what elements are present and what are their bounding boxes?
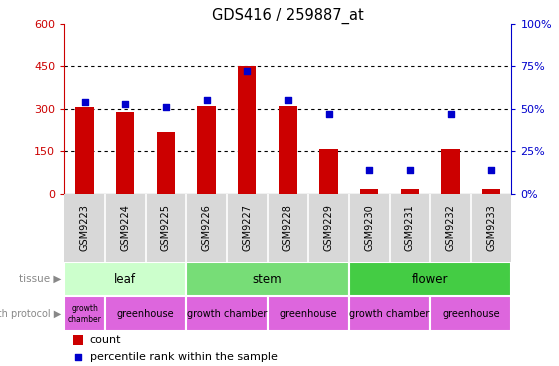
- Text: growth protocol ▶: growth protocol ▶: [0, 309, 61, 319]
- Text: growth chamber: growth chamber: [349, 309, 430, 319]
- Text: GSM9223: GSM9223: [79, 204, 89, 251]
- Text: greenhouse: greenhouse: [280, 309, 337, 319]
- Text: greenhouse: greenhouse: [442, 309, 500, 319]
- Text: growth
chamber: growth chamber: [68, 304, 102, 324]
- Point: [74, 354, 83, 360]
- Text: GSM9228: GSM9228: [283, 204, 293, 251]
- Bar: [73, 335, 83, 345]
- Point: [487, 167, 496, 173]
- Bar: [197, 106, 216, 194]
- Bar: [349, 296, 430, 331]
- Title: GDS416 / 259887_at: GDS416 / 259887_at: [212, 8, 364, 24]
- Text: tissue ▶: tissue ▶: [19, 274, 61, 284]
- Bar: [279, 106, 297, 194]
- Point: [202, 97, 211, 103]
- Bar: [430, 296, 511, 331]
- Bar: [238, 66, 257, 194]
- Text: growth chamber: growth chamber: [187, 309, 267, 319]
- Text: GSM9230: GSM9230: [364, 204, 374, 251]
- Bar: [319, 149, 338, 194]
- Bar: [442, 149, 459, 194]
- Text: GSM9231: GSM9231: [405, 204, 415, 251]
- Point: [446, 111, 455, 117]
- Point: [121, 101, 130, 107]
- Bar: [116, 112, 134, 194]
- Text: GSM9226: GSM9226: [202, 204, 211, 251]
- Point: [162, 104, 170, 110]
- Bar: [268, 296, 349, 331]
- Point: [243, 68, 252, 74]
- Text: leaf: leaf: [114, 273, 136, 285]
- Text: greenhouse: greenhouse: [117, 309, 174, 319]
- Text: percentile rank within the sample: percentile rank within the sample: [90, 352, 278, 362]
- Bar: [75, 108, 94, 194]
- Point: [364, 167, 373, 173]
- Point: [405, 167, 414, 173]
- Bar: [482, 189, 500, 194]
- Text: stem: stem: [253, 273, 282, 285]
- Bar: [186, 296, 268, 331]
- Bar: [157, 131, 175, 194]
- Bar: [105, 296, 186, 331]
- Text: GSM9229: GSM9229: [324, 204, 334, 251]
- Text: GSM9233: GSM9233: [486, 204, 496, 251]
- Text: GSM9224: GSM9224: [120, 204, 130, 251]
- Bar: [360, 189, 378, 194]
- Bar: [401, 189, 419, 194]
- Text: count: count: [90, 335, 121, 345]
- Bar: [64, 296, 105, 331]
- Point: [80, 99, 89, 105]
- Point: [283, 97, 292, 103]
- Text: GSM9225: GSM9225: [161, 204, 171, 251]
- Bar: [64, 262, 186, 296]
- Text: GSM9227: GSM9227: [242, 204, 252, 251]
- Bar: [349, 262, 511, 296]
- Point: [324, 111, 333, 117]
- Text: GSM9232: GSM9232: [446, 204, 456, 251]
- Text: flower: flower: [412, 273, 448, 285]
- Bar: [186, 262, 349, 296]
